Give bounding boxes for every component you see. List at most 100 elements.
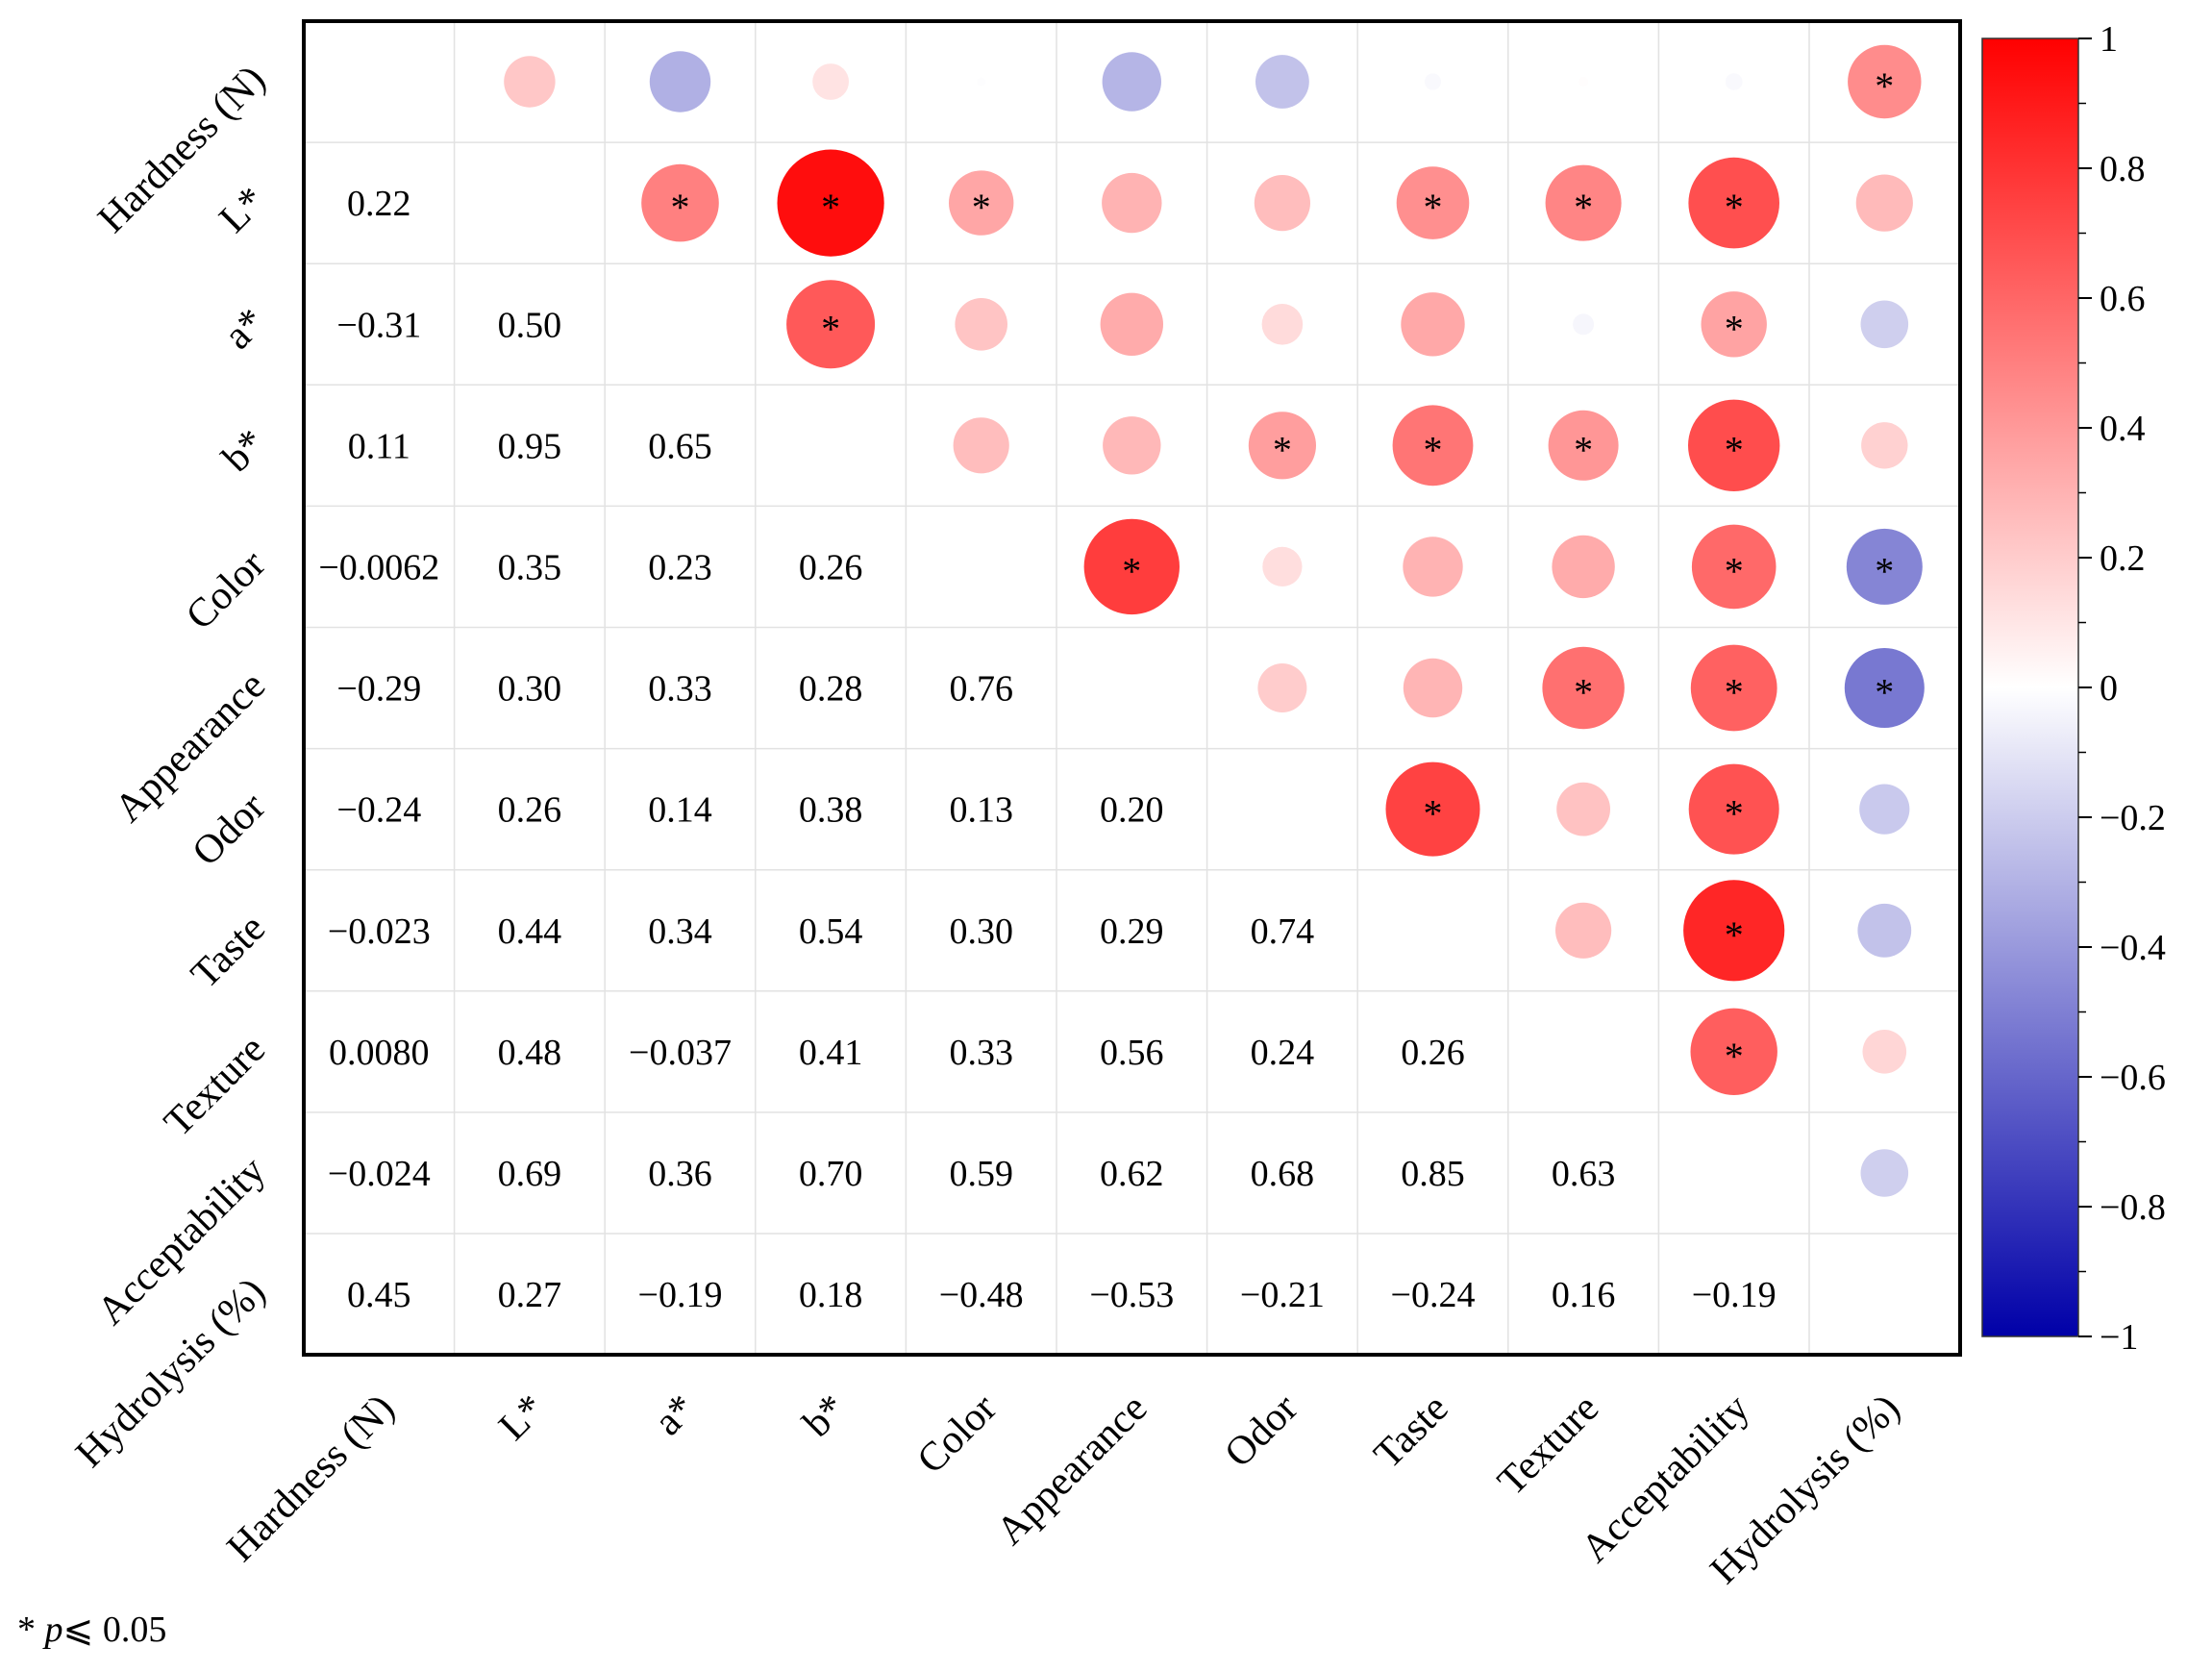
significance-marker: * <box>821 307 840 350</box>
colorbar: 1 0.8 0.6 0.4 0.2 0 −0.2 −0.4 −0.6 −0.8 −1 <box>1981 19 2166 1358</box>
corr-circle-b-texture <box>1548 410 1619 481</box>
significance-marker: * <box>1725 307 1744 350</box>
corr-value-texture-hardness-n: 0.0080 <box>329 1033 430 1073</box>
corr-circle-odor-texture <box>1556 782 1610 836</box>
corr-circle-l-a <box>641 163 719 242</box>
corr-value-taste-l: 0.44 <box>498 911 562 952</box>
corr-circle-a-appearance <box>1100 292 1164 356</box>
plot-frame <box>302 19 1962 1357</box>
significance-marker: * <box>1725 1035 1744 1078</box>
corr-circle-odor-hydrolysis <box>1859 784 1910 835</box>
corr-value-acceptability-b: 0.70 <box>799 1154 863 1194</box>
footnote-p-symbol: p <box>44 1610 63 1650</box>
corr-value-color-b: 0.26 <box>799 547 863 587</box>
x-label-color: Color <box>909 1386 1006 1483</box>
significance-footnote: * p⩽ 0.05 <box>17 1608 166 1651</box>
colorbar-tick-label: 1 <box>2100 19 2118 60</box>
significance-marker: * <box>1725 913 1744 957</box>
corr-value-hydrolysis-a: −0.19 <box>638 1275 723 1315</box>
corr-value-odor-b: 0.38 <box>799 790 863 831</box>
grid-lines <box>304 21 1960 1356</box>
significance-marker: * <box>1574 671 1593 714</box>
corr-value-appearance-color: 0.76 <box>949 669 1013 710</box>
corr-circle-appearance-taste <box>1403 658 1463 718</box>
corr-circle-texture-acceptability <box>1690 1008 1777 1096</box>
corr-value-texture-a: −0.037 <box>629 1033 732 1073</box>
x-label-hardness-n: Hardness (N) <box>219 1386 404 1571</box>
x-label-a: a* <box>646 1386 705 1445</box>
corr-value-taste-hardness-n: −0.023 <box>328 911 431 952</box>
corr-value-texture-taste: 0.26 <box>1401 1033 1465 1073</box>
corr-circle-taste-acceptability <box>1683 880 1785 982</box>
significance-marker: * <box>1725 186 1744 229</box>
corr-circle-a-color <box>955 298 1007 351</box>
colorbar-tick-label: −0.8 <box>2100 1187 2166 1228</box>
corr-circle-hardness-n-b <box>812 63 849 100</box>
corr-circle-hardness-n-l <box>504 56 556 108</box>
colorbar-tick-label: 0.6 <box>2100 279 2146 319</box>
corr-value-hydrolysis-texture: 0.16 <box>1552 1275 1616 1315</box>
corr-value-texture-odor: 0.24 <box>1251 1033 1315 1073</box>
corr-circle-color-appearance <box>1083 518 1181 615</box>
significance-marker: * <box>821 186 840 229</box>
corr-circle-hardness-n-odor <box>1255 55 1309 109</box>
corr-value-texture-appearance: 0.56 <box>1100 1033 1164 1073</box>
x-label-l: L* <box>490 1386 554 1450</box>
corr-value-acceptability-l: 0.69 <box>498 1154 562 1194</box>
corr-value-hydrolysis-acceptability: −0.19 <box>1692 1275 1777 1315</box>
corr-value-a-l: 0.50 <box>498 305 562 345</box>
colorbar-tick-label: 0.4 <box>2100 409 2146 449</box>
corr-circle-a-taste <box>1401 292 1465 357</box>
significance-marker: * <box>671 186 690 229</box>
x-label-odor: Odor <box>1216 1386 1306 1477</box>
corr-circle-a-b <box>786 280 876 369</box>
colorbar-tick-label: −0.6 <box>2100 1058 2166 1098</box>
corr-value-taste-odor: 0.74 <box>1251 911 1315 952</box>
corr-circle-l-odor <box>1254 175 1310 232</box>
corr-value-acceptability-hardness-n: −0.024 <box>328 1154 431 1194</box>
significance-marker: * <box>1875 549 1894 592</box>
significance-marker: * <box>1424 428 1443 471</box>
corr-circle-b-color <box>953 417 1009 474</box>
corr-circle-l-color <box>949 170 1014 236</box>
y-label-odor: Odor <box>185 785 275 875</box>
corr-value-acceptability-appearance: 0.62 <box>1100 1154 1164 1194</box>
colorbar-tick-label: −0.4 <box>2100 928 2166 968</box>
corr-value-acceptability-color: 0.59 <box>949 1154 1013 1194</box>
colorbar-tick-label: 0.8 <box>2100 149 2146 189</box>
corr-value-hydrolysis-l: 0.27 <box>498 1275 562 1315</box>
corr-value-appearance-a: 0.33 <box>648 669 712 710</box>
corr-circle-l-acceptability <box>1688 157 1779 249</box>
corr-circle-l-taste <box>1396 166 1470 239</box>
corr-value-b-hardness-n: 0.11 <box>348 426 410 466</box>
colorbar-tick-label: −1 <box>2100 1317 2138 1358</box>
corr-circle-color-taste <box>1403 537 1463 597</box>
corr-value-a-hardness-n: −0.31 <box>336 305 421 345</box>
corr-circle-a-acceptability <box>1701 291 1767 358</box>
corr-value-texture-color: 0.33 <box>949 1033 1013 1073</box>
corr-value-odor-color: 0.13 <box>949 790 1013 831</box>
corr-circle-b-acceptability <box>1688 399 1780 491</box>
x-label-texture: Texture <box>1489 1386 1607 1505</box>
significance-marker: * <box>1574 186 1593 229</box>
corr-circle-hardness-n-appearance <box>1102 52 1162 112</box>
corr-value-odor-a: 0.14 <box>648 790 712 831</box>
y-label-texture: Texture <box>156 1027 274 1145</box>
y-label-a: a* <box>216 300 275 359</box>
corr-value-b-l: 0.95 <box>498 426 562 466</box>
upper-triangle-circles: * * * * * * * * * * * * * * * * * * * * * * * <box>504 44 1925 1197</box>
corr-value-taste-a: 0.34 <box>648 911 712 952</box>
corr-value-odor-l: 0.26 <box>498 790 562 831</box>
corr-circle-l-hydrolysis <box>1855 174 1913 232</box>
corr-value-hydrolysis-color: −0.48 <box>939 1275 1024 1315</box>
y-axis-labels: Hardness (N)L*a*b*ColorAppearanceOdorTas… <box>67 58 274 1477</box>
corr-circle-hardness-n-hydrolysis <box>1848 44 1922 119</box>
corr-value-l-hardness-n: 0.22 <box>347 184 411 224</box>
significance-marker: * <box>1725 428 1744 471</box>
corr-value-hydrolysis-odor: −0.21 <box>1240 1275 1325 1315</box>
corr-circle-acceptability-hydrolysis <box>1860 1149 1909 1197</box>
corr-circle-hardness-n-a <box>649 51 711 112</box>
corr-value-acceptability-odor: 0.68 <box>1251 1154 1315 1194</box>
corr-circle-a-odor <box>1261 304 1304 345</box>
